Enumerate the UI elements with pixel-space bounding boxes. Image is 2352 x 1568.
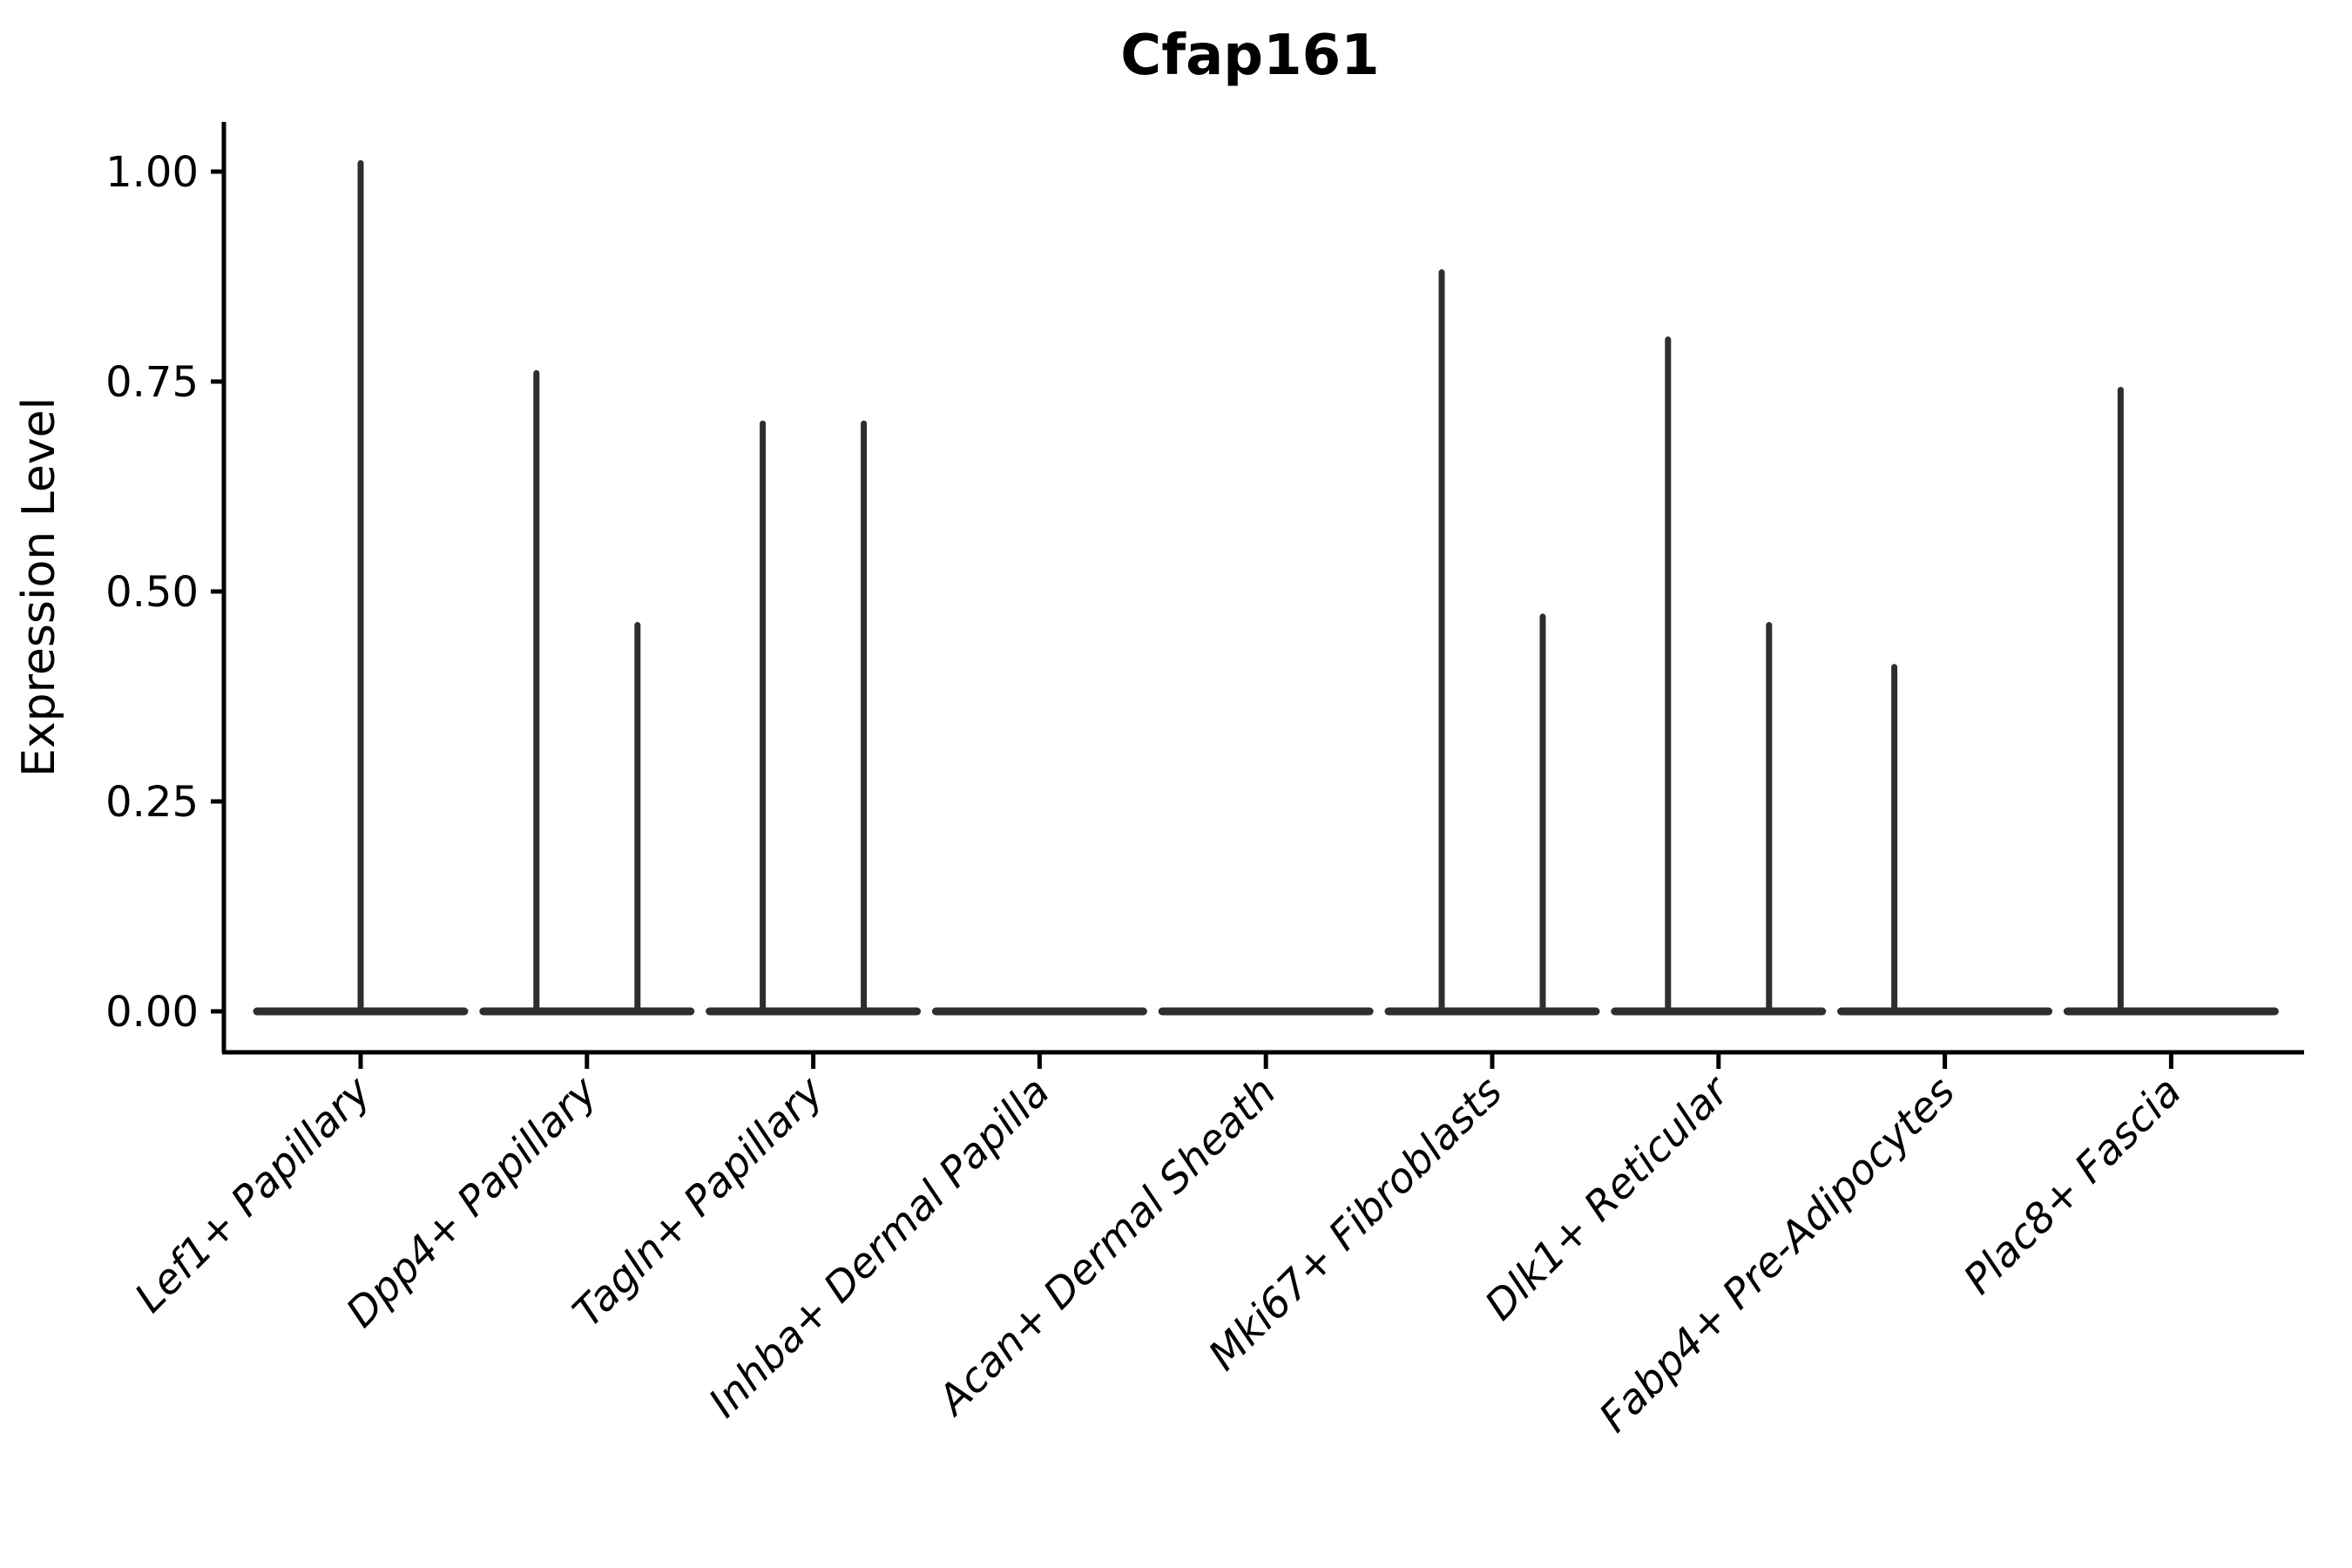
x-tick-label: Dpp4+ Papillary <box>337 1067 607 1337</box>
violins <box>253 159 2279 1016</box>
violin-category <box>1611 336 1827 1016</box>
violin-category <box>253 159 469 1016</box>
violin-category <box>2063 387 2279 1016</box>
axes <box>221 122 2304 1055</box>
violin-category <box>1384 269 1600 1016</box>
violin-category <box>479 369 695 1016</box>
y-tick-label: 0.25 <box>105 778 199 827</box>
chart-title: Cfap161 <box>1120 24 1379 88</box>
x-tick-label: Dlk1+ Reticular <box>1476 1066 1740 1330</box>
y-tick-labels: 0.00 0.25 0.50 0.75 1.00 <box>105 148 224 1037</box>
x-tick-label: Fabp4+ Pre-Adipocytes <box>1591 1068 1964 1442</box>
y-tick-label: 0.00 <box>105 988 199 1037</box>
x-tick-label: Tagln+ Papillary <box>564 1067 834 1337</box>
x-tick-label: Lef1+ Papillary <box>125 1067 381 1322</box>
violin-category <box>706 420 922 1016</box>
y-tick-label: 0.50 <box>105 568 199 617</box>
y-axis-label: Expression Level <box>13 397 65 777</box>
y-tick-label: 1.00 <box>105 148 199 197</box>
y-tick-label: 0.75 <box>105 358 199 407</box>
violin-category <box>1837 664 2053 1016</box>
x-tick-label: Plac8+ Fascia <box>1955 1068 2191 1304</box>
